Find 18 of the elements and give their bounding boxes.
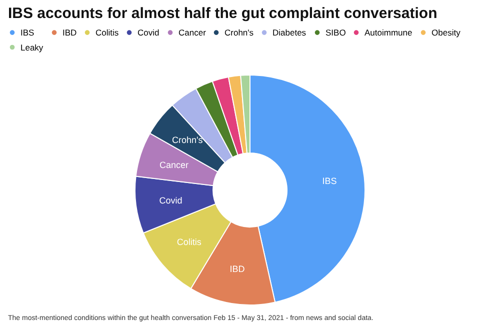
legend-label: IBD — [62, 28, 77, 38]
slice-label: IBD — [230, 264, 246, 274]
slice-label: Colitis — [176, 236, 202, 247]
legend-label: IBS — [20, 28, 35, 38]
slice-label: Crohn's — [172, 135, 204, 146]
slice-label: IBS — [322, 176, 337, 186]
slice-label: Cancer — [159, 160, 188, 170]
legend-label: Crohn's — [224, 28, 254, 38]
legend-label: Leaky — [20, 42, 44, 52]
legend-label: SIBO — [326, 28, 346, 38]
slice-label: Covid — [159, 196, 182, 206]
legend-label: Obesity — [432, 28, 462, 38]
chart-title: IBS accounts for almost half the gut complaint conversation — [8, 5, 438, 22]
legend-label: Cancer — [178, 28, 206, 38]
legend-label: Autoimmune — [364, 28, 412, 38]
legend-label: Diabetes — [272, 28, 306, 38]
legend-label: Colitis — [96, 28, 119, 38]
legend-label: Covid — [138, 28, 160, 38]
